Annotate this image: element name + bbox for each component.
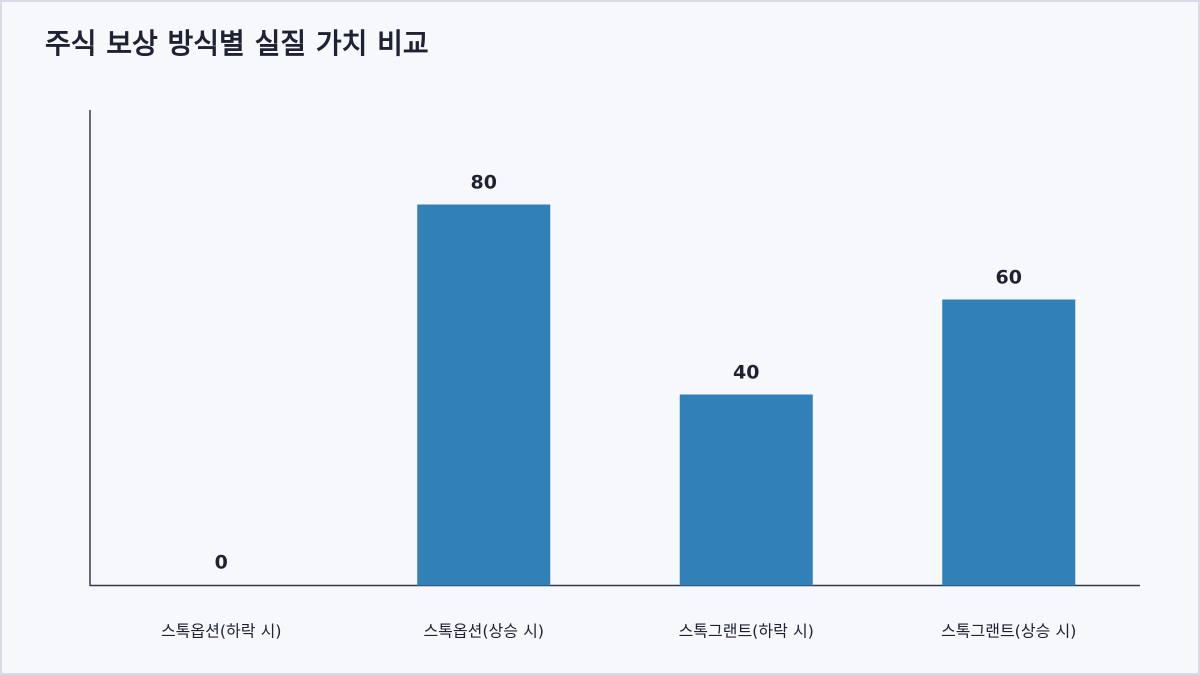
- x-tick-label: 스톡옵션(상승 시): [423, 622, 544, 641]
- chart-title: 주식 보상 방식별 실질 가치 비교: [45, 27, 429, 60]
- data-label: 0: [215, 552, 228, 574]
- bar: [417, 204, 551, 586]
- bar: [679, 394, 813, 586]
- data-label: 80: [471, 172, 497, 194]
- data-label: 40: [733, 362, 759, 384]
- bar: [942, 299, 1076, 586]
- x-tick-label: 스톡그랜트(하락 시): [679, 622, 814, 641]
- x-tick-label: 스톡그랜트(상승 시): [941, 622, 1076, 641]
- data-label: 60: [996, 267, 1022, 289]
- x-tick-label: 스톡옵션(하락 시): [161, 622, 282, 641]
